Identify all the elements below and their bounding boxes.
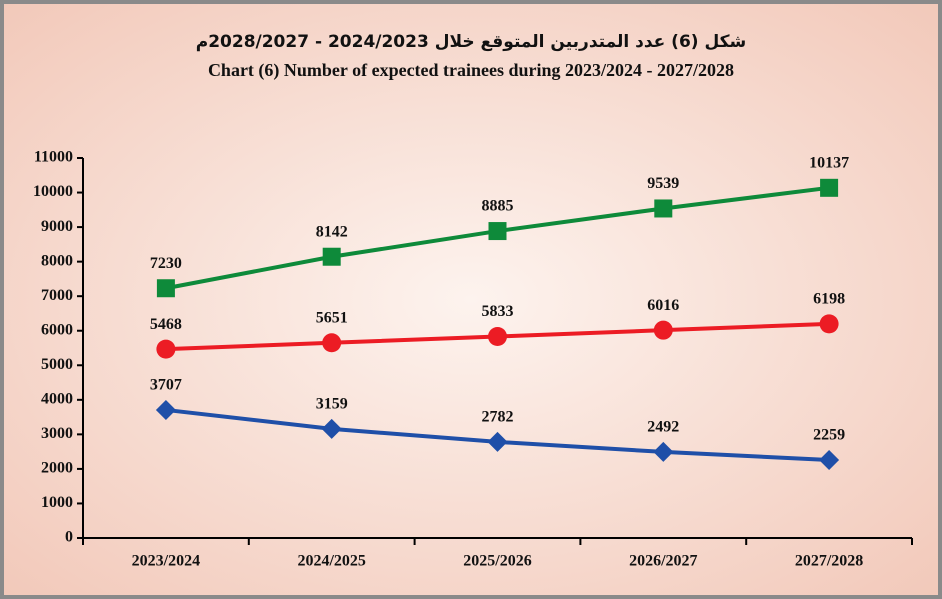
data-label: 2259 [813,427,845,444]
data-label: 8885 [482,198,514,215]
data-label: 6016 [647,297,679,314]
point [156,279,175,298]
y-tick-label: 11000 [34,149,73,166]
data-label: 6198 [813,291,845,308]
point [820,178,839,197]
x-tick-label: 2023/2024 [132,553,200,570]
data-label: 2492 [647,419,679,436]
point [488,326,507,346]
y-tick-label: 0 [65,529,73,546]
data-label: 10137 [809,154,849,171]
point [155,399,176,420]
point [322,333,342,353]
x-tick-label: 2024/2025 [297,553,365,570]
data-label: 7230 [150,255,182,272]
y-tick-label: 7000 [41,287,73,304]
point [156,339,176,359]
point [653,320,673,340]
data-label: 3707 [150,377,182,394]
y-tick-label: 2000 [41,460,73,477]
data-label: 2782 [482,409,514,426]
point [321,418,342,439]
point [487,431,508,452]
data-label: 3159 [316,396,348,413]
point [819,449,840,470]
point [322,247,341,266]
y-tick-label: 1000 [41,494,73,511]
y-tick-label: 5000 [41,356,73,373]
data-label: 8142 [316,223,348,240]
y-tick-label: 3000 [41,425,73,442]
x-tick-label: 2026/2027 [629,553,697,570]
y-tick-label: 4000 [41,390,73,407]
point [654,199,673,218]
y-tick-label: 6000 [41,321,73,338]
data-label: 5833 [482,303,514,320]
point [653,441,674,462]
y-tick-label: 9000 [41,218,73,235]
y-tick-label: 10000 [33,183,73,200]
chart-subtitle: Chart (6) Number of expected trainees du… [208,60,734,81]
data-label: 5468 [150,316,182,333]
point [488,222,507,241]
point [819,314,839,334]
x-tick-label: 2027/2028 [795,553,863,570]
chart-title: شكل (6) عدد المتدربين المتوقع خلال 2024/… [196,32,747,52]
y-tick-label: 8000 [41,252,73,269]
data-label: 5651 [316,309,348,326]
x-tick-label: 2025/2026 [463,553,531,570]
data-label: 9539 [647,175,679,192]
